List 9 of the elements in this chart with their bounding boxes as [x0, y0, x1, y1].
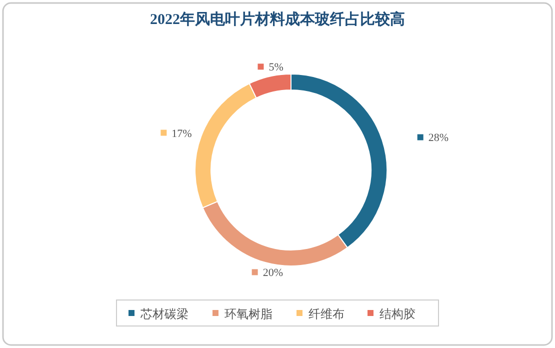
legend-label: 纤维布 — [308, 307, 344, 321]
legend-label: 芯材碳梁 — [140, 307, 188, 321]
chart-title: 2022年风电叶片材料成本玻纤占比较高 — [150, 10, 405, 28]
data-label: 20% — [262, 267, 283, 280]
legend-label: 环氧树脂 — [224, 307, 272, 321]
data-label: 5% — [268, 62, 284, 74]
legend-label: 结构胶 — [380, 307, 416, 321]
data-label: 17% — [172, 128, 192, 140]
data-label: 28% — [428, 132, 449, 144]
